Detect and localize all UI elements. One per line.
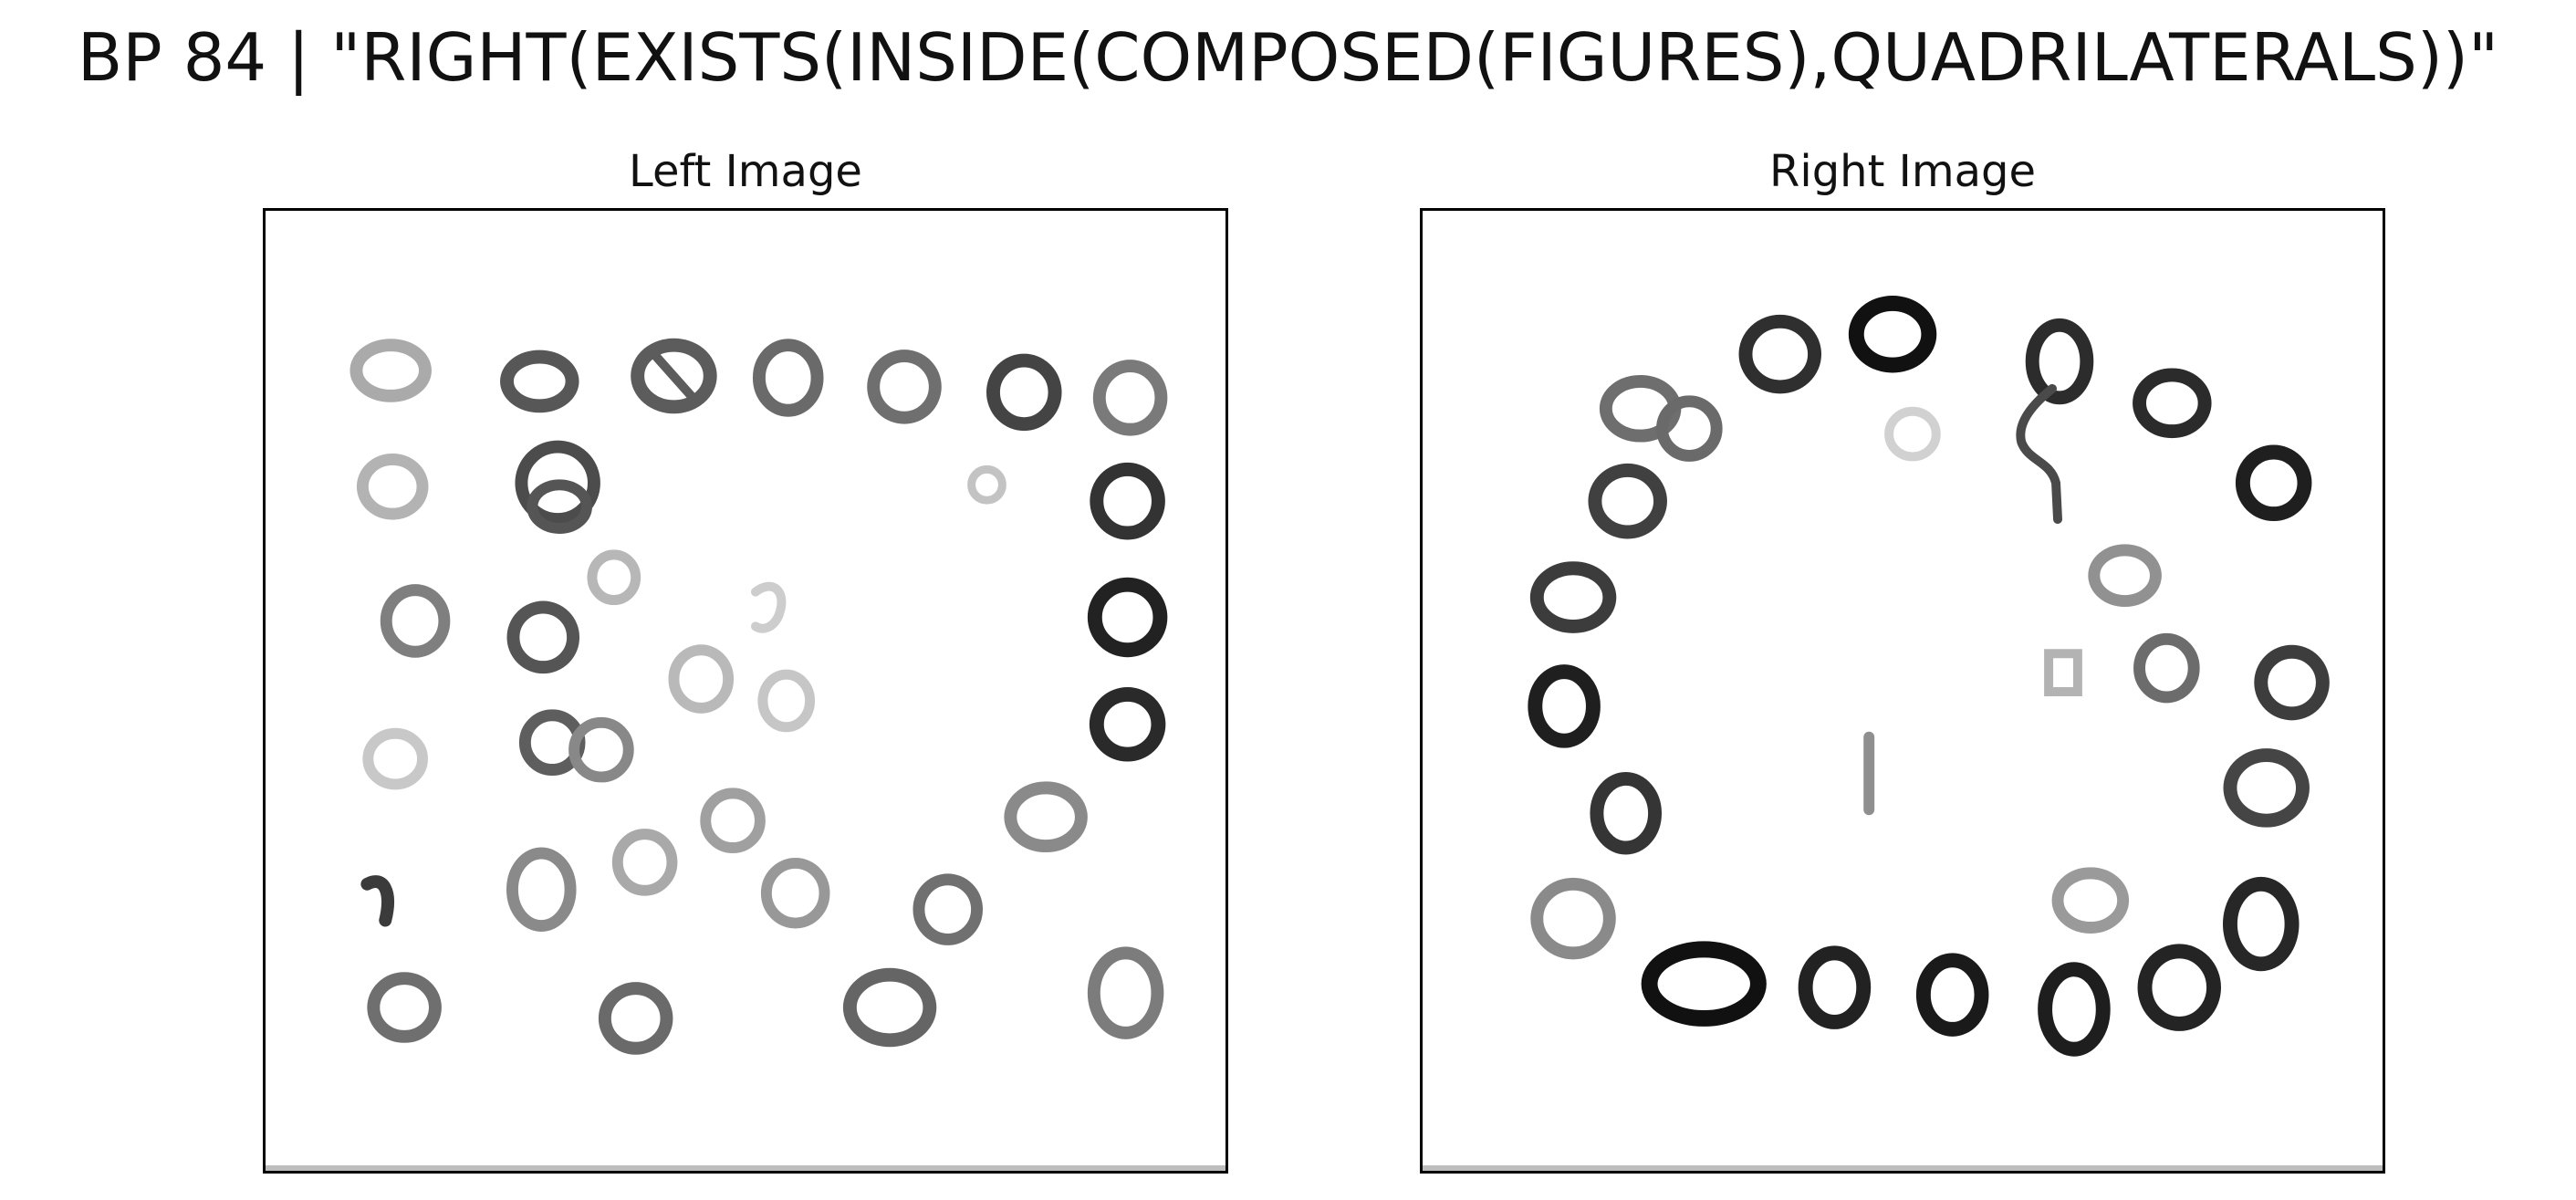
ring-shape xyxy=(1090,462,1165,540)
ring-shape xyxy=(1884,406,1941,462)
ring-shape xyxy=(611,829,678,896)
ring-shape xyxy=(367,972,442,1043)
ring-shape xyxy=(2254,644,2330,721)
ring-shape xyxy=(515,440,600,527)
ring-shape xyxy=(700,788,766,853)
ring-shape xyxy=(1641,941,1767,1027)
ring-shape xyxy=(986,353,1062,432)
ring-shape xyxy=(1530,877,1616,960)
quadrilateral-shape xyxy=(2044,649,2082,696)
panel-bottom-edge xyxy=(266,1165,1225,1171)
ring-shape xyxy=(568,716,634,783)
partial-ring-shape xyxy=(750,581,787,633)
ring-shape xyxy=(1004,781,1088,852)
ring-shape xyxy=(2051,867,2130,934)
ring-shape xyxy=(752,339,824,417)
left-image-drawing xyxy=(349,338,1168,1055)
ring-shape xyxy=(967,464,1006,505)
ring-shape xyxy=(2133,632,2200,704)
ring-shape xyxy=(349,339,432,402)
ring-shape xyxy=(2222,876,2300,972)
ring-shape xyxy=(2025,318,2094,405)
ring-shape xyxy=(1092,360,1168,436)
panel-bottom-edge xyxy=(1423,1165,2383,1171)
ring-shape xyxy=(760,857,830,929)
ring-shape xyxy=(1528,664,1601,748)
ring-shape xyxy=(1529,561,1617,633)
ring-crossbar xyxy=(651,351,697,402)
ring-shape xyxy=(362,727,428,790)
partial-ring-shape xyxy=(360,875,394,927)
ring-shape xyxy=(1798,945,1872,1029)
ring-shape xyxy=(1087,577,1168,658)
ring-shape xyxy=(2223,748,2310,828)
ring-shape xyxy=(1738,314,1822,394)
ring-shape xyxy=(913,873,984,945)
ring-shape xyxy=(506,847,577,932)
left-image-panel xyxy=(263,208,1228,1174)
ring-shape xyxy=(1656,395,1723,462)
ring-shape xyxy=(2038,962,2111,1057)
ring-shape xyxy=(2235,444,2312,522)
ring-shape xyxy=(2088,544,2162,608)
ring-shape xyxy=(598,982,673,1055)
ring-shape xyxy=(867,350,942,424)
ring-shape xyxy=(2137,944,2222,1031)
ring-shape xyxy=(1915,953,1989,1037)
right-image-panel xyxy=(1420,208,2385,1174)
ring-shape xyxy=(757,669,816,733)
ring-shape xyxy=(587,549,641,606)
ring-shape xyxy=(1848,295,1937,373)
ring-shape xyxy=(500,350,579,413)
ring-shape xyxy=(527,479,592,534)
ring-shape xyxy=(380,584,451,658)
hook-stroke xyxy=(2016,383,2063,525)
ring-shape xyxy=(668,644,735,714)
left-image-title: Left Image xyxy=(629,146,862,197)
ring-shape xyxy=(1089,687,1166,762)
ring-shape xyxy=(631,338,717,414)
ring-shape xyxy=(1588,463,1667,539)
right-image-drawing xyxy=(1528,295,2330,1057)
ring-shape xyxy=(1087,946,1164,1039)
ring-shape xyxy=(2133,368,2212,439)
ring-shape xyxy=(356,453,429,520)
figure-title: BP 84 | "RIGHT(EXISTS(INSIDE(COMPOSED(FI… xyxy=(77,19,2499,96)
ring-shape xyxy=(842,967,937,1048)
ring-shape xyxy=(506,600,580,674)
right-image-title: Right Image xyxy=(1769,146,2036,197)
ring-shape xyxy=(1590,771,1663,855)
